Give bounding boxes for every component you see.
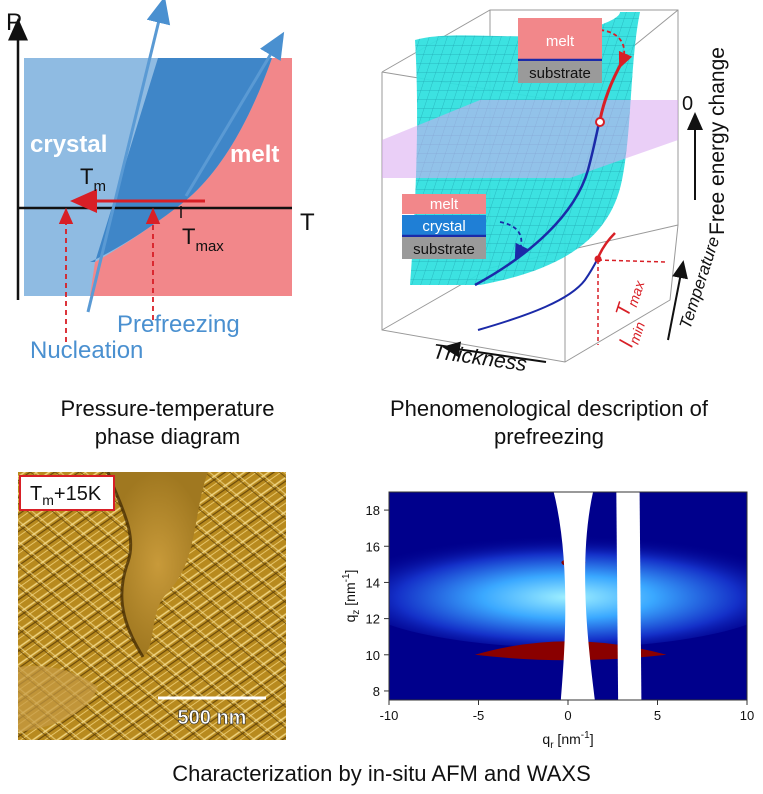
box-top-substrate xyxy=(518,61,602,83)
y-tick-label: 12 xyxy=(366,612,380,627)
crystal-label: crystal xyxy=(30,131,107,158)
svg-text:melt: melt xyxy=(430,196,459,213)
metastable-band xyxy=(90,58,272,262)
prefreezing-label: Prefreezing xyxy=(117,311,240,338)
detector-gap-center xyxy=(553,492,595,700)
detector-gap-right xyxy=(616,492,642,700)
box-left-melt xyxy=(402,194,486,214)
svg-text:crystal: crystal xyxy=(422,218,465,235)
caption-free-energy: Phenomenological description of prefreez… xyxy=(390,396,708,449)
zero-label: 0 xyxy=(682,93,693,115)
svg-text:melt: melt xyxy=(546,33,575,50)
x-axis-label: qr [nm-1] xyxy=(542,730,593,750)
x-tick-label: 10 xyxy=(740,708,754,723)
afm-image: Tm+15K 500 nm xyxy=(18,472,286,740)
y-axis-label: qz [nm-1] xyxy=(341,570,362,623)
caption-phase-diagram: Pressure-temperature phase diagram xyxy=(60,396,275,449)
x-tick-label: -5 xyxy=(473,708,485,723)
svg-text:substrate: substrate xyxy=(413,241,475,258)
nucleation-label: Nucleation xyxy=(30,337,143,364)
scale-bar-label: 500 nm xyxy=(178,707,247,729)
free-energy-ylabel: Free energy change xyxy=(706,47,729,235)
x-tick-label: 5 xyxy=(654,708,661,723)
tm-label: Tm xyxy=(80,164,106,195)
afm-temp-label: Tm+15K xyxy=(30,483,102,508)
temperature-label: Temperature xyxy=(676,234,724,331)
temperature-tag xyxy=(19,475,115,511)
lmin-label: lmin xyxy=(616,317,648,351)
tmax-label-3d: Tmax xyxy=(612,275,648,320)
x-tick-label: 0 xyxy=(564,708,571,723)
bottom-caption: Characterization by in-situ AFM and WAXS xyxy=(172,761,591,786)
tmax-label: Tmax xyxy=(182,224,224,255)
box-top-melt xyxy=(518,18,602,60)
y-tick-label: 8 xyxy=(373,684,380,699)
free-energy-curve-front xyxy=(474,119,602,287)
axis-p-label: P xyxy=(6,9,22,36)
svg-text:substrate: substrate xyxy=(529,65,591,82)
x-tick-label: -10 xyxy=(380,708,399,723)
y-tick-label: 16 xyxy=(366,539,380,554)
y-tick-label: 18 xyxy=(366,503,380,518)
projection-curve xyxy=(477,257,599,331)
melt-label: melt xyxy=(230,141,279,168)
prefreezing-line xyxy=(184,31,285,197)
y-tick-label: 14 xyxy=(366,575,380,590)
box-left-crystal xyxy=(402,215,486,235)
free-energy-plot: melt substrate melt crystal substrate 0 … xyxy=(381,9,729,376)
box-left-substrate xyxy=(402,237,486,259)
axis-t-label: T xyxy=(300,209,315,236)
nucleation-line xyxy=(86,0,171,313)
y-tick-label: 10 xyxy=(366,648,380,663)
waxs-pattern: -10 -5 0 5 10 8 10 12 14 16 18 qr [nm-1] qz [nm-1] xyxy=(341,491,754,750)
phase-diagram: P T crystal melt Tm Tmax Prefreezing Nuc… xyxy=(6,0,315,364)
